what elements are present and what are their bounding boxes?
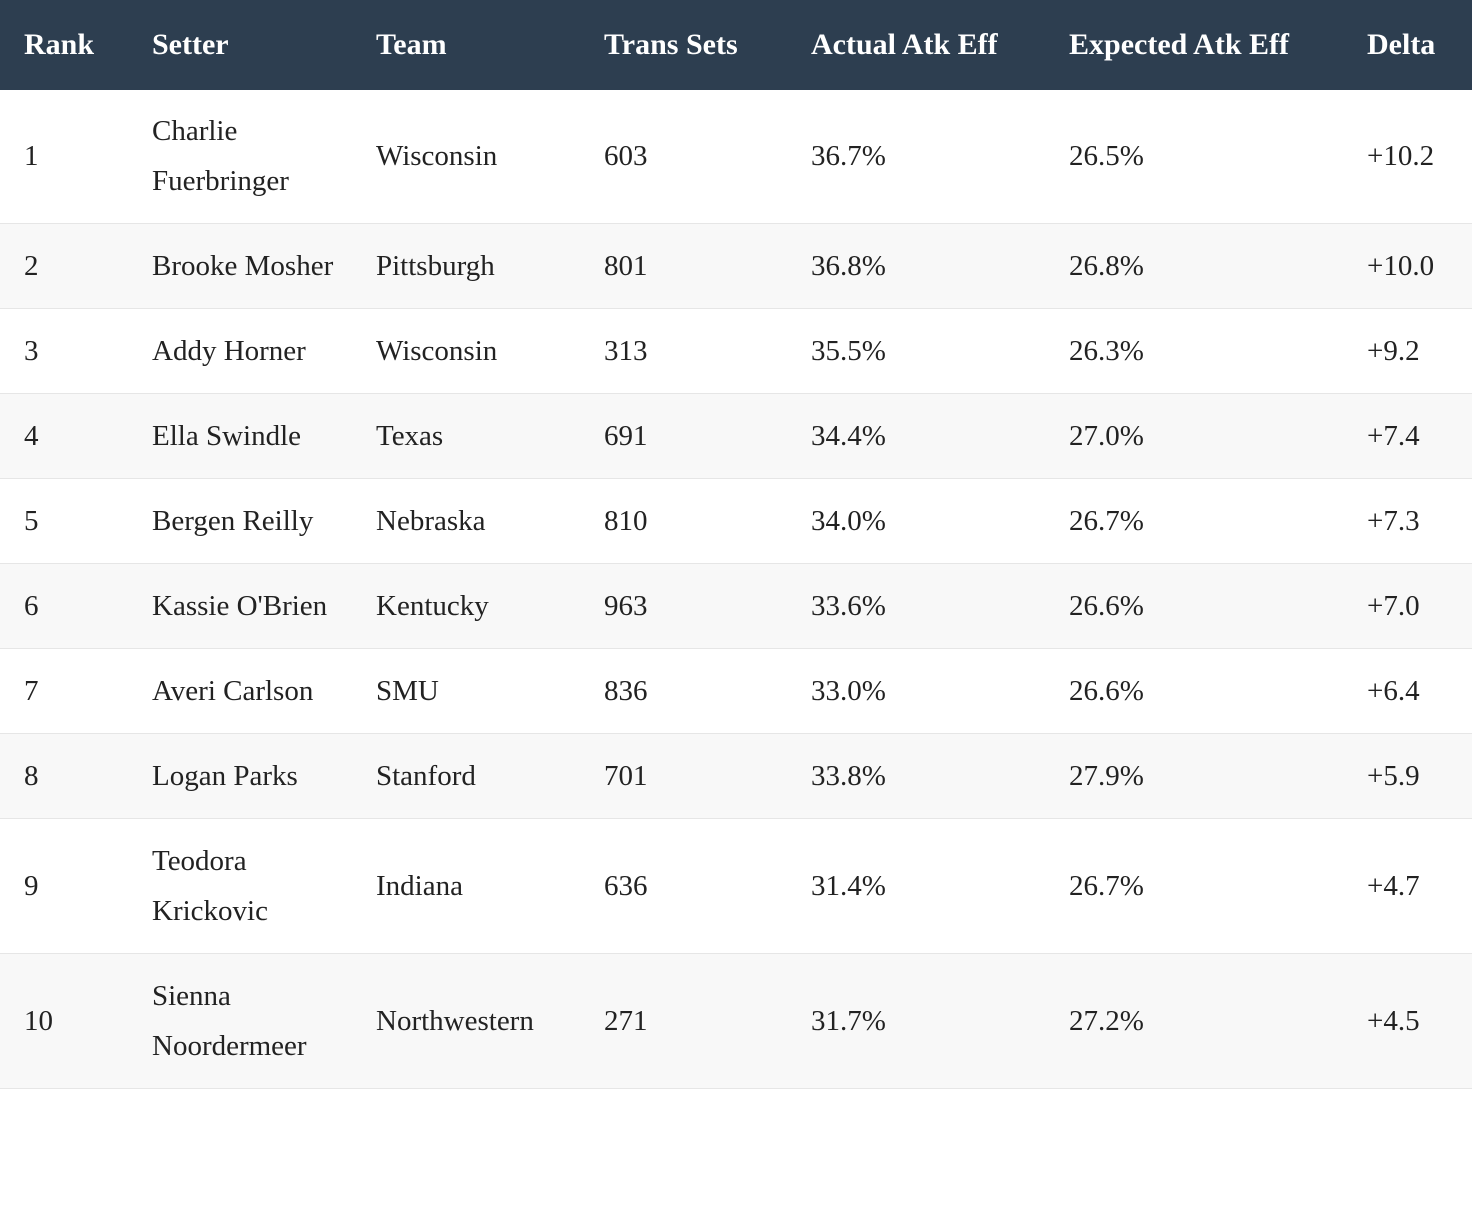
table-row: 2 Brooke Mosher Pittsburgh 801 36.8% 26.8% +10… — [0, 223, 1472, 309]
setter-cell: Kassie O'Brien — [128, 563, 352, 649]
table-row: 7 Averi Carlson SMU 836 33.0% 26.6% +6.4 — [0, 648, 1472, 734]
expected-atk-eff-cell: 26.3% — [1045, 308, 1343, 394]
expected-atk-eff-cell: 27.9% — [1045, 733, 1343, 819]
expected-atk-eff-cell: 26.7% — [1045, 478, 1343, 564]
team-cell: Stanford — [352, 733, 580, 819]
setter-cell: Brooke Mosher — [128, 223, 352, 309]
column-header: Trans Sets — [604, 28, 738, 61]
team-cell: Northwestern — [352, 953, 580, 1089]
trans-sets-cell: 801 — [580, 223, 787, 309]
rank-cell: 2 — [0, 223, 128, 309]
table-row: 8 Logan Parks Stanford 701 33.8% 27.9% +5.9 — [0, 733, 1472, 819]
delta-cell: +4.5 — [1343, 953, 1472, 1089]
actual-atk-eff-cell: 36.8% — [787, 223, 1045, 309]
trans-sets-cell: 313 — [580, 308, 787, 394]
team-cell: Nebraska — [352, 478, 580, 564]
expected-atk-eff-cell: 26.6% — [1045, 648, 1343, 734]
table-row: 9 Teodora Krickovic Indiana 636 31.4% 26.7% +4… — [0, 818, 1472, 954]
setter-table: Rank Setter Team Trans Sets Actual Atk Eff Ex… — [0, 0, 1472, 1089]
team-cell: Wisconsin — [352, 90, 580, 224]
delta-cell: +5.9 — [1343, 733, 1472, 819]
actual-atk-eff-cell: 34.4% — [787, 393, 1045, 479]
trans-sets-cell: 636 — [580, 818, 787, 954]
actual-atk-eff-cell: 31.4% — [787, 818, 1045, 954]
expected-atk-eff-cell: 26.5% — [1045, 90, 1343, 224]
expected-atk-eff-cell: 27.0% — [1045, 393, 1343, 479]
rank-cell: 8 — [0, 733, 128, 819]
expected-atk-eff-cell: 26.8% — [1045, 223, 1343, 309]
actual-atk-eff-cell: 31.7% — [787, 953, 1045, 1089]
expected-atk-eff-cell: 27.2% — [1045, 953, 1343, 1089]
column-header: Team — [376, 28, 447, 61]
column-header: Rank — [24, 28, 95, 61]
setter-cell: Charlie Fuerbringer — [128, 90, 352, 224]
actual-atk-eff-cell: 34.0% — [787, 478, 1045, 564]
table-row: 5 Bergen Reilly Nebraska 810 34.0% 26.7% +7.3 — [0, 478, 1472, 564]
setter-cell: Teodora Krickovic — [128, 818, 352, 954]
trans-sets-cell: 810 — [580, 478, 787, 564]
trans-sets-cell: 701 — [580, 733, 787, 819]
table-body: 1 Charlie Fuerbringer Wisconsin 603 36.7% 26.… — [0, 90, 1472, 1089]
actual-atk-eff-cell: 33.6% — [787, 563, 1045, 649]
table-header: Rank Setter Team Trans Sets Actual Atk Eff Ex… — [0, 0, 1472, 90]
rank-cell: 3 — [0, 308, 128, 394]
rank-cell: 5 — [0, 478, 128, 564]
delta-cell: +4.7 — [1343, 818, 1472, 954]
rank-cell: 1 — [0, 90, 128, 224]
table-row: 3 Addy Horner Wisconsin 313 35.5% 26.3% +9.2 — [0, 308, 1472, 394]
setter-cell: Logan Parks — [128, 733, 352, 819]
team-cell: Kentucky — [352, 563, 580, 649]
setter-cell: Ella Swindle — [128, 393, 352, 479]
setter-cell: Averi Carlson — [128, 648, 352, 734]
actual-atk-eff-cell: 33.0% — [787, 648, 1045, 734]
table-row: 4 Ella Swindle Texas 691 34.4% 27.0% +7.4 — [0, 393, 1472, 479]
team-cell: Texas — [352, 393, 580, 479]
setter-cell: Addy Horner — [128, 308, 352, 394]
header-row: Rank Setter Team Trans Sets Actual Atk Eff Ex… — [0, 0, 1472, 90]
table-row: 6 Kassie O'Brien Kentucky 963 33.6% 26.6% +7.0 — [0, 563, 1472, 649]
team-cell: Pittsburgh — [352, 223, 580, 309]
trans-sets-cell: 271 — [580, 953, 787, 1089]
trans-sets-cell: 691 — [580, 393, 787, 479]
column-header: Actual Atk Eff — [811, 28, 998, 61]
delta-cell: +10.2 — [1343, 90, 1472, 224]
setter-cell: Sienna Noordermeer — [128, 953, 352, 1089]
expected-atk-eff-cell: 26.7% — [1045, 818, 1343, 954]
rank-cell: 10 — [0, 953, 128, 1089]
expected-atk-eff-cell: 26.6% — [1045, 563, 1343, 649]
trans-sets-cell: 963 — [580, 563, 787, 649]
delta-cell: +10.0 — [1343, 223, 1472, 309]
rank-cell: 6 — [0, 563, 128, 649]
setter-cell: Bergen Reilly — [128, 478, 352, 564]
trans-sets-cell: 603 — [580, 90, 787, 224]
delta-cell: +9.2 — [1343, 308, 1472, 394]
team-cell: Indiana — [352, 818, 580, 954]
actual-atk-eff-cell: 36.7% — [787, 90, 1045, 224]
team-cell: Wisconsin — [352, 308, 580, 394]
column-header: Delta — [1367, 28, 1436, 61]
actual-atk-eff-cell: 35.5% — [787, 308, 1045, 394]
actual-atk-eff-cell: 33.8% — [787, 733, 1045, 819]
team-cell: SMU — [352, 648, 580, 734]
rank-cell: 4 — [0, 393, 128, 479]
delta-cell: +7.0 — [1343, 563, 1472, 649]
rank-cell: 7 — [0, 648, 128, 734]
table-row: 1 Charlie Fuerbringer Wisconsin 603 36.7% 26.… — [0, 90, 1472, 224]
rank-cell: 9 — [0, 818, 128, 954]
column-header: Expected Atk Eff — [1069, 28, 1289, 61]
delta-cell: +6.4 — [1343, 648, 1472, 734]
table-row: 10 Sienna Noordermeer Northwestern 271 31.7%… — [0, 953, 1472, 1089]
delta-cell: +7.3 — [1343, 478, 1472, 564]
trans-sets-cell: 836 — [580, 648, 787, 734]
column-header: Setter — [152, 28, 229, 61]
delta-cell: +7.4 — [1343, 393, 1472, 479]
